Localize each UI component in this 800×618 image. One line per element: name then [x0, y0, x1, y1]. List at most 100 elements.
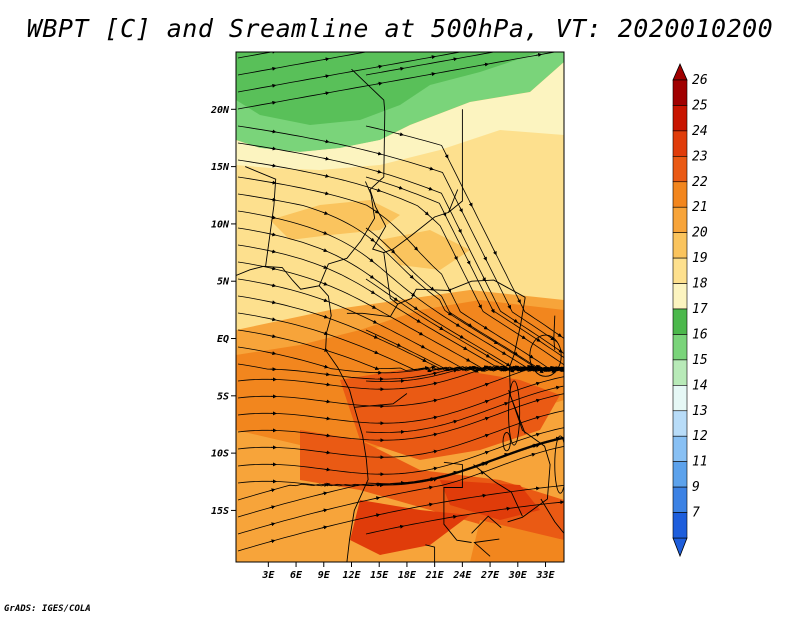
streamlines: [237, 49, 564, 552]
stream-arrow: [377, 49, 381, 50]
stream-arrow: [484, 353, 491, 358]
lake-outline: [554, 435, 564, 494]
stream-arrow: [454, 322, 461, 327]
border-line: [318, 181, 376, 286]
stream-arrow: [324, 416, 331, 421]
stream-arrow: [322, 482, 329, 487]
colorbar-label: 25: [692, 98, 708, 113]
stream-arrow: [480, 462, 486, 467]
lat-tick-label: 10N: [211, 219, 230, 230]
lat-tick-label: EQ: [217, 334, 229, 345]
map-frame: [235, 51, 565, 563]
stream-arrow: [270, 215, 277, 220]
stream-arrow: [372, 334, 379, 339]
stream-arrow: [322, 211, 329, 215]
stream-arrow: [483, 450, 490, 455]
stream-arrow: [374, 513, 381, 518]
stream-arrow: [269, 488, 276, 493]
lat-tick-label: 15S: [211, 506, 229, 517]
stream-arrow: [501, 351, 507, 355]
stream-arrow: [375, 188, 382, 193]
colorbar-swatch: [672, 334, 688, 361]
lake-outline: [502, 432, 511, 452]
stream-arrow: [324, 382, 331, 387]
border-line: [448, 109, 463, 213]
stream-arrow: [534, 381, 541, 386]
border-line: [540, 498, 564, 534]
stream-arrow: [270, 146, 277, 151]
stream-arrow: [459, 207, 463, 213]
streamline: [237, 376, 564, 424]
stream-arrow: [398, 66, 405, 71]
stream-arrow: [270, 163, 277, 168]
stream-arrow: [507, 303, 511, 310]
stream-arrow: [374, 209, 380, 214]
streamline: [365, 52, 496, 76]
lon-tick-label: 3E: [261, 570, 275, 581]
stream-arrow: [421, 358, 427, 362]
colorbar-swatch: [672, 130, 688, 157]
stream-arrow: [270, 66, 277, 71]
colorbar-swatch: [672, 359, 688, 386]
stream-arrow: [483, 365, 490, 370]
stream-arrow: [322, 364, 329, 369]
colorbar-label: 14: [692, 378, 708, 393]
streamline: [237, 484, 564, 552]
streamline: [237, 365, 564, 407]
lon-tick-label: 18E: [398, 570, 417, 581]
border-line: [236, 265, 369, 562]
stream-arrow: [270, 317, 277, 322]
stream-arrow: [490, 307, 495, 314]
plot-title: WBPT [C] and Sreamline at 500hPa, VT: 20…: [26, 14, 774, 43]
colorbar-label: 16: [692, 327, 708, 342]
colorbar-swatch: [672, 79, 688, 106]
stream-arrow: [534, 398, 541, 403]
colorbar-label: 24: [692, 124, 708, 139]
stream-arrow: [530, 444, 537, 448]
longitude-axis: 3E 6E 9E 12E 15E 18E 21E 24E 27E 30E 33E: [261, 562, 556, 581]
stream-arrow: [438, 326, 444, 331]
lat-tick-label: 5N: [217, 277, 230, 288]
stream-arrow: [557, 348, 563, 353]
stream-arrow: [427, 485, 434, 490]
stream-arrow: [322, 231, 328, 235]
stream-arrow: [483, 255, 487, 262]
colorbar-swatch: [672, 308, 688, 335]
stream-arrow: [467, 323, 473, 327]
lat-tick-label: 15N: [211, 162, 230, 173]
stream-arrow: [451, 368, 458, 373]
stream-arrow: [428, 477, 435, 482]
streamline: [237, 410, 564, 458]
stream-arrow: [493, 365, 500, 370]
stream-arrow: [451, 470, 458, 475]
stream-arrow: [321, 508, 328, 513]
stream-arrow: [410, 292, 416, 297]
stream-arrow: [270, 249, 277, 254]
stream-arrow: [556, 333, 562, 337]
latitude-axis: 20N 15N 10N 5N EQ 5S 10S 15S: [210, 105, 236, 517]
stream-arrow: [270, 300, 277, 305]
stream-arrow: [468, 201, 473, 208]
stream-arrow: [483, 399, 490, 404]
stream-arrow: [270, 83, 277, 88]
stream-arrow: [322, 331, 329, 336]
streamline: [237, 142, 564, 355]
stream-arrow: [270, 129, 277, 134]
stream-arrow: [501, 366, 508, 370]
stream-arrow: [322, 265, 328, 269]
stream-arrow: [376, 64, 383, 69]
stream-arrow: [520, 335, 526, 340]
colorbar-label: 26: [692, 73, 708, 88]
border-line: [245, 166, 277, 267]
stream-arrow: [324, 467, 331, 472]
stream-arrow: [371, 319, 378, 324]
colorbar-swatch: [672, 512, 688, 539]
colorbar: 26 25 24 23 22 21 20 19 18 17 16 15 14 13 12 11 9 7: [672, 63, 708, 558]
stream-arrow: [324, 399, 331, 404]
stream-arrow: [269, 539, 276, 544]
streamline: [237, 52, 557, 110]
border-line: [425, 544, 436, 562]
stream-arrow: [502, 453, 509, 457]
stream-arrow: [269, 505, 276, 510]
stream-arrow: [370, 305, 377, 309]
